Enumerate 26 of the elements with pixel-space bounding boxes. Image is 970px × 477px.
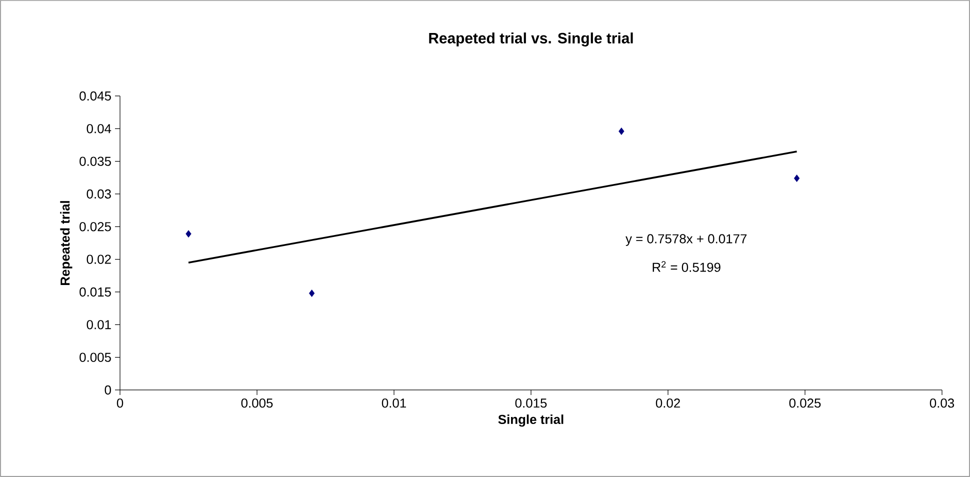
point xyxy=(794,174,800,182)
y-tick-label: 0.03 xyxy=(86,189,111,199)
x-tick-label: 0 xyxy=(116,398,124,408)
point xyxy=(186,230,192,238)
y-tick-label: 0.01 xyxy=(86,320,111,330)
annotation: y = 0.7578x + 0.0177 xyxy=(626,234,747,246)
x-axis-title: Single trial xyxy=(498,414,564,427)
x-tick-label: 0.03 xyxy=(930,398,954,408)
y-tick-label: 0.04 xyxy=(86,124,112,134)
y-tick-label: 0.02 xyxy=(86,254,111,264)
point xyxy=(308,290,315,297)
y-tick-label: 0.025 xyxy=(80,222,111,232)
y-tick-label: 0.035 xyxy=(80,156,111,166)
y-axis-title: Repeated trial xyxy=(60,201,72,285)
x-tick-label: 0.02 xyxy=(656,398,680,408)
chart-title: Reapeted trial vs. Single trial xyxy=(429,32,633,46)
y-tick-label: 0 xyxy=(104,385,111,395)
x-tick-label: 0.01 xyxy=(382,398,406,408)
annotation: R$^{2}$ = 0.5199 xyxy=(652,261,720,272)
point xyxy=(618,128,624,135)
x-tick-label: 0.015 xyxy=(515,398,547,408)
y-tick-label: 0.005 xyxy=(80,352,111,362)
y-tick-label: 0.015 xyxy=(80,287,111,297)
x-tick-label: 0.005 xyxy=(241,398,273,408)
y-tick-label: 0.045 xyxy=(80,91,111,101)
x-tick-label: 0.025 xyxy=(789,398,821,408)
